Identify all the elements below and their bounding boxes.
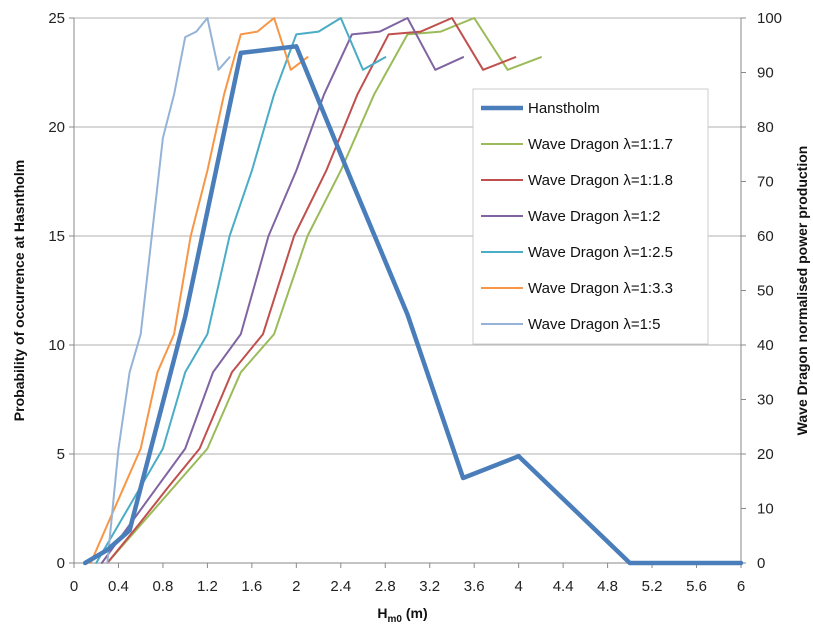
series-line-0 <box>82 44 744 566</box>
x-tick-label: 0.8 <box>153 578 174 595</box>
series-line-5 <box>89 17 309 564</box>
y-right-tick-label: 70 <box>757 174 774 191</box>
x-tick-label: 1.2 <box>197 578 218 595</box>
y-left-tick-label: 10 <box>48 337 65 354</box>
series-line-3 <box>100 17 465 564</box>
y-left-tick-label: 20 <box>48 119 65 136</box>
legend-label-5: Wave Dragon λ=1:3.3 <box>528 280 673 297</box>
y-left-tick-label: 15 <box>48 228 65 245</box>
series-lines <box>82 17 744 566</box>
x-tick-label: 5.6 <box>686 578 707 595</box>
legend-label-1: Wave Dragon λ=1:1.7 <box>528 136 673 153</box>
y-right-tick-label: 10 <box>757 501 774 518</box>
x-tick-label: 5.2 <box>642 578 663 595</box>
x-tick-label: 2.4 <box>330 578 351 595</box>
x-tick-label: 1.6 <box>241 578 262 595</box>
x-tick-label: 0 <box>70 578 78 595</box>
y-left-tick-label: 5 <box>57 446 65 463</box>
legend-label-6: Wave Dragon λ=1:5 <box>528 316 660 333</box>
x-tick-label: 3.2 <box>419 578 440 595</box>
y-right-tick-label: 20 <box>757 446 774 463</box>
x-tick-label: 4.8 <box>597 578 618 595</box>
y-left-tick-label: 0 <box>57 555 65 572</box>
x-tick-label: 4 <box>514 578 522 595</box>
y-axis-left-title: Probability of occurrence at Hasntholm <box>11 160 27 421</box>
y-left-tick-label: 25 <box>48 10 65 27</box>
series-line-2 <box>106 17 517 564</box>
x-tick-label: 2 <box>292 578 300 595</box>
x-tick-label: 6 <box>737 578 745 595</box>
legend-label-2: Wave Dragon λ=1:1.8 <box>528 172 673 189</box>
legend-label-3: Wave Dragon λ=1:2 <box>528 208 660 225</box>
x-tick-label: 3.6 <box>464 578 485 595</box>
y-right-tick-label: 50 <box>757 283 774 300</box>
y-axis-right-title: Wave Dragon normalised power production <box>794 146 810 436</box>
y-right-tick-label: 100 <box>757 10 782 27</box>
y-right-tick-label: 0 <box>757 555 765 572</box>
y-right-tick-label: 80 <box>757 119 774 136</box>
y-right-tick-label: 90 <box>757 65 774 82</box>
series-line-6 <box>106 17 231 564</box>
axes: 0 5 10 15 20 25 0 10 20 30 40 50 60 70 80 90 100 0 0.4 0.8 1… <box>48 10 782 595</box>
legend: Hanstholm Wave Dragon λ=1:1.7 Wave Dragon … <box>472 88 709 345</box>
legend-label-0: Hanstholm <box>528 100 600 117</box>
x-tick-label: 2.8 <box>375 578 396 595</box>
x-axis-title: Hm0 (m) <box>377 605 427 625</box>
x-tick-label: 4.4 <box>553 578 574 595</box>
legend-label-4: Wave Dragon λ=1:2.5 <box>528 244 673 261</box>
axis-titles: Hm0 (m) Probability of occurrence at Has… <box>11 146 810 625</box>
y-right-tick-label: 60 <box>757 228 774 245</box>
series-line-1 <box>106 17 542 564</box>
y-right-tick-label: 40 <box>757 337 774 354</box>
y-right-tick-label: 30 <box>757 392 774 409</box>
x-tick-label: 0.4 <box>108 578 129 595</box>
series-line-4 <box>95 17 387 564</box>
